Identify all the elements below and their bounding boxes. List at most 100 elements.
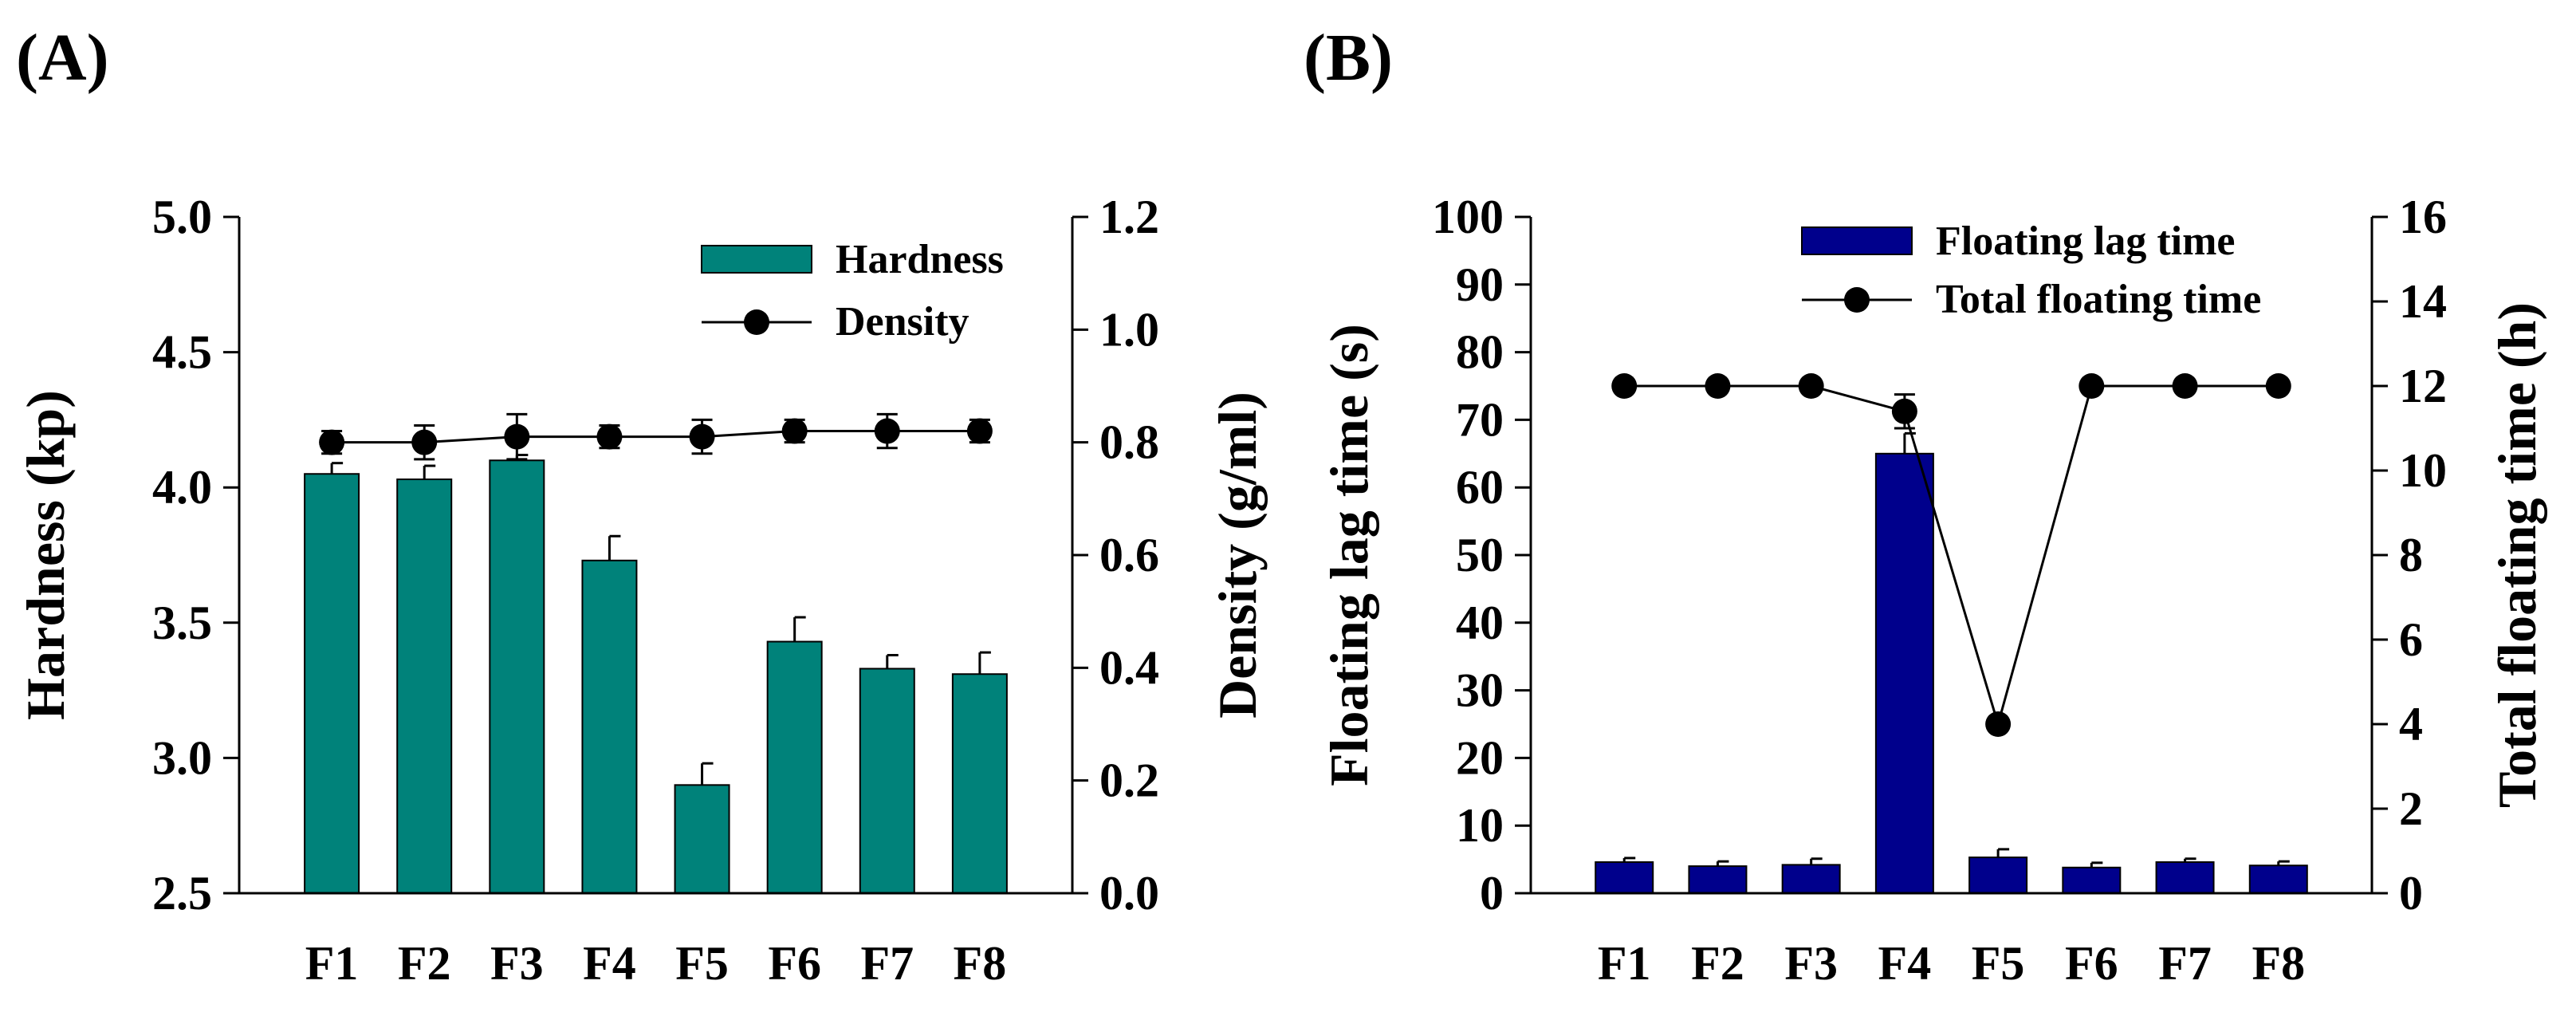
bar-f5 xyxy=(1968,857,2028,895)
bar-f5 xyxy=(674,784,730,894)
point-f6 xyxy=(781,418,808,444)
y-tick-label: 3.5 xyxy=(152,597,212,649)
y-tick-label: 10 xyxy=(1456,799,1504,852)
x-tick-label: F3 xyxy=(490,937,544,990)
point-f1 xyxy=(319,429,345,455)
y2-tick-label: 0.0 xyxy=(1099,867,1159,920)
legend-bar-swatch xyxy=(1801,226,1913,255)
point-f2 xyxy=(1705,373,1731,399)
y-tick-label: 50 xyxy=(1456,529,1504,581)
y-tick-label: 4.0 xyxy=(152,461,212,514)
y2-axis-title: Density (g/ml) xyxy=(1207,392,1268,719)
point-f3 xyxy=(504,423,530,450)
x-tick-label: F8 xyxy=(2252,937,2305,990)
y-tick-label: 5.0 xyxy=(152,191,212,243)
legend-line-marker xyxy=(744,309,769,335)
x-tick-label: F5 xyxy=(1972,937,2025,990)
y-tick-label: 90 xyxy=(1456,258,1504,311)
bar-f4 xyxy=(1874,452,1934,894)
x-tick-label: F2 xyxy=(1691,937,1744,990)
x-tick-label: F4 xyxy=(583,937,636,990)
x-tick-label: F5 xyxy=(675,937,729,990)
bar-f7 xyxy=(859,668,915,894)
legend-line-label: Total floating time xyxy=(1936,277,2261,322)
y2-tick-label: 12 xyxy=(2399,360,2447,412)
x-tick-label: F1 xyxy=(1598,937,1651,990)
point-f1 xyxy=(1611,373,1638,399)
legend-line-marker xyxy=(1844,287,1870,313)
y2-axis-title: Total floating time (h) xyxy=(2487,302,2547,808)
y-tick-label: 2.5 xyxy=(152,867,212,920)
point-f5 xyxy=(689,423,715,450)
point-f4 xyxy=(596,423,623,450)
x-tick-label: F8 xyxy=(954,937,1007,990)
bar-f1 xyxy=(304,473,360,894)
bar-f8 xyxy=(951,673,1008,894)
y2-tick-label: 8 xyxy=(2399,529,2423,581)
x-tick-label: F6 xyxy=(768,937,821,990)
point-f3 xyxy=(1798,373,1824,399)
y-tick-label: 30 xyxy=(1456,664,1504,717)
panel-b-floating-time-chart: (B) 0 10 20 30 40 50 60 70 80 90 100 0 2 4 6 8 10 12 14 16 F1… xyxy=(1304,21,2547,990)
y2-tick-label: 1.0 xyxy=(1099,303,1159,356)
panel-label: (B) xyxy=(1304,21,1393,95)
bar-f3 xyxy=(489,459,545,894)
bar-f7 xyxy=(2155,861,2215,894)
y-tick-label: 70 xyxy=(1456,393,1504,446)
y2-tick-label: 2 xyxy=(2399,782,2423,835)
legend-line-label: Density xyxy=(836,299,969,345)
y-tick-label: 100 xyxy=(1432,191,1504,243)
legend-bar-label: Floating lag time xyxy=(1936,219,2236,264)
panel-a-hardness-density-chart: (A) 2.5 3.0 3.5 4.0 4.5 5.0 0.0 0.2 0.4 0.6 0.8 1.0 1… xyxy=(15,21,1268,990)
point-f2 xyxy=(411,429,438,455)
y2-tick-label: 16 xyxy=(2399,191,2447,243)
y-tick-label: 0 xyxy=(1480,867,1504,920)
bar-f3 xyxy=(1781,864,1841,895)
panel-label: (A) xyxy=(16,21,109,95)
x-tick-label: F4 xyxy=(1878,937,1932,990)
line-series-path xyxy=(1624,384,2279,729)
y2-tick-label: 0.8 xyxy=(1099,416,1159,469)
legend-bar-swatch xyxy=(701,245,812,274)
point-f8 xyxy=(2265,373,2291,399)
bar-f2 xyxy=(396,479,453,894)
y2-tick-label: 0 xyxy=(2399,867,2423,920)
y2-tick-label: 10 xyxy=(2399,444,2447,497)
y2-tick-label: 4 xyxy=(2399,698,2423,750)
y-axis-title: Hardness (kp) xyxy=(15,390,76,720)
y2-tick-label: 1.2 xyxy=(1099,191,1159,243)
y-tick-label: 3.0 xyxy=(152,731,212,784)
x-tick-label: F7 xyxy=(2158,937,2212,990)
legend-bar-label: Hardness xyxy=(836,237,1004,282)
bar-f2 xyxy=(1688,865,1748,894)
point-f8 xyxy=(966,418,993,444)
point-f4 xyxy=(1891,398,1917,424)
y-tick-label: 60 xyxy=(1456,461,1504,514)
x-tick-label: F6 xyxy=(2065,937,2118,990)
point-f6 xyxy=(2078,373,2105,399)
x-tick-label: F2 xyxy=(398,937,451,990)
y-tick-label: 4.5 xyxy=(152,326,212,379)
bar-f8 xyxy=(2248,864,2308,895)
x-tick-label: F3 xyxy=(1784,937,1838,990)
y-tick-label: 80 xyxy=(1456,326,1504,379)
y2-tick-label: 6 xyxy=(2399,613,2423,666)
y2-tick-label: 0.2 xyxy=(1099,754,1159,807)
bar-f6 xyxy=(766,640,823,894)
y-axis-title: Floating lag time (s) xyxy=(1319,324,1379,786)
point-f7 xyxy=(874,418,900,444)
point-f7 xyxy=(2172,373,2198,399)
y2-tick-label: 0.4 xyxy=(1099,641,1159,694)
bar-f6 xyxy=(2062,866,2122,894)
x-tick-label: F7 xyxy=(860,937,914,990)
y2-tick-label: 14 xyxy=(2399,275,2447,328)
bar-f4 xyxy=(581,559,638,894)
point-f5 xyxy=(1985,711,2012,737)
bar-f1 xyxy=(1595,861,1654,894)
x-tick-label: F1 xyxy=(305,937,359,990)
y-tick-label: 20 xyxy=(1456,731,1504,784)
line-series-path xyxy=(332,430,980,444)
y-tick-label: 40 xyxy=(1456,597,1504,649)
y2-tick-label: 0.6 xyxy=(1099,529,1159,581)
